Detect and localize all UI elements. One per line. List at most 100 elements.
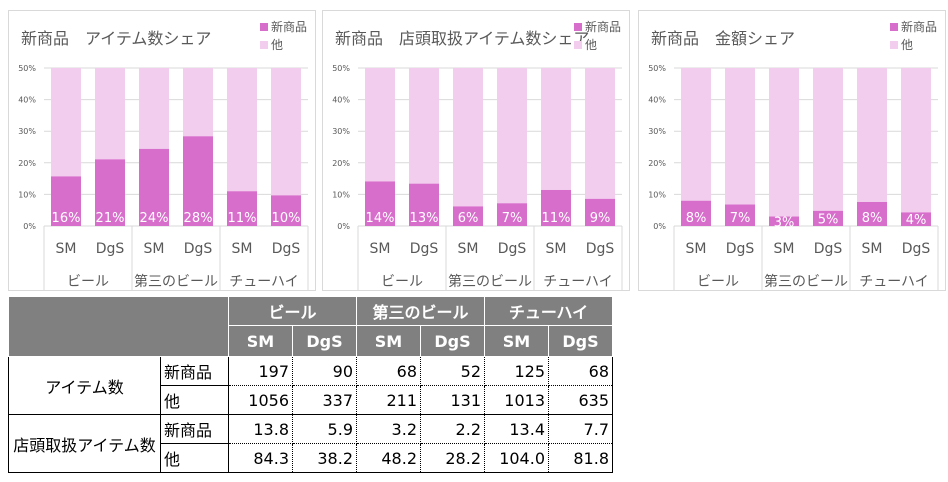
x-tick-label: SM — [144, 241, 165, 257]
sub-header: DgS — [292, 325, 357, 357]
y-tick-label: 50% — [332, 64, 350, 73]
bar-other — [585, 68, 615, 199]
row-label: 店頭取扱アイテム数 — [8, 414, 161, 473]
x-tick-label: DgS — [726, 241, 755, 257]
x-tick-label: SM — [546, 241, 567, 257]
bar-new — [51, 176, 81, 226]
data-label: 10% — [272, 211, 301, 226]
y-tick-label: 0% — [23, 222, 36, 231]
sub-header: SM — [228, 325, 293, 357]
y-tick-label: 30% — [332, 127, 350, 136]
row-sublabel: 他 — [160, 385, 229, 415]
y-tick-label: 50% — [18, 64, 36, 73]
group-label: チューハイ — [543, 274, 612, 290]
data-label: 24% — [140, 211, 169, 226]
bar-new — [725, 204, 755, 226]
x-tick-label: DgS — [902, 241, 931, 257]
legend-label: 新商品 — [584, 20, 621, 34]
x-tick-label: SM — [774, 241, 795, 257]
data-label: 28% — [184, 211, 213, 226]
legend: 新商品他 — [889, 18, 937, 54]
x-tick-label: DgS — [410, 241, 439, 257]
group-label: ビール — [67, 274, 109, 290]
table-cell: 3.2 — [356, 414, 421, 444]
row-sublabel: 新商品 — [160, 414, 229, 444]
group-label: チューハイ — [859, 274, 928, 290]
x-tick-label: SM — [56, 241, 77, 257]
table-row: 他 84.3 38.2 48.2 28.2 104.0 81.8 — [9, 443, 613, 473]
legend-item: 他 — [573, 36, 621, 54]
bar-new — [365, 181, 395, 226]
chart-plot: 0% 10% 20% 30% 40% 50% 8% SM 7% DgS 3% SM 5% DgS 8% SM 4… — [648, 64, 939, 290]
bar-other — [769, 68, 799, 217]
table-row: 店頭取扱アイテム数 新商品 13.8 5.9 3.2 2.2 13.4 7.7 — [8, 414, 613, 473]
table-cell: 131 — [420, 385, 485, 415]
group-label: ビール — [697, 274, 739, 290]
table-cell: 5.9 — [292, 414, 357, 444]
bar-other — [95, 68, 125, 160]
bar-other — [681, 68, 711, 201]
bar-other — [497, 68, 527, 204]
table-cell: 28.2 — [420, 443, 485, 473]
group-header: 第三のビール — [356, 296, 485, 326]
chart-shelf-item-share: 新商品 店頭取扱アイテム数シェア 新商品他 0% 10% 20% 30% 40% 50% 14%… — [322, 10, 630, 291]
table-cell: 125 — [484, 356, 549, 386]
x-tick-label: SM — [232, 241, 253, 257]
bar-new — [769, 216, 799, 226]
table-cell: 7.7 — [548, 414, 613, 444]
data-label: 5% — [818, 212, 839, 227]
legend-label: 他 — [900, 38, 913, 52]
y-tick-label: 40% — [332, 96, 350, 105]
bar-new — [453, 206, 483, 226]
bar-other — [183, 68, 213, 137]
table-corner — [8, 296, 229, 357]
x-tick-label: DgS — [586, 241, 615, 257]
data-label: 8% — [686, 211, 707, 226]
group-label: 第三のビール — [448, 273, 532, 290]
y-tick-label: 20% — [332, 159, 350, 168]
legend: 新商品他 — [573, 18, 621, 54]
row-sublabel: 他 — [160, 443, 229, 473]
row-sublabel: 新商品 — [160, 356, 229, 386]
legend-swatch — [573, 41, 582, 49]
y-tick-label: 20% — [648, 159, 666, 168]
table-cell: 635 — [548, 385, 613, 415]
data-table: ビール 第三のビール チューハイ SM DgS SM DgS SM DgS アイテム数 新商… — [8, 296, 613, 473]
chart-sales-share: 新商品 金額シェア 新商品他 0% 10% 20% 30% 40% 50% 8% SM 7% DgS 3… — [638, 10, 946, 291]
legend-label: 新商品 — [270, 20, 307, 34]
bar-other — [813, 68, 843, 211]
y-tick-label: 0% — [337, 222, 350, 231]
group-label: 第三のビール — [134, 273, 218, 290]
bar-new — [541, 189, 571, 226]
chart-title: 新商品 アイテム数シェア — [21, 29, 212, 48]
legend: 新商品他 — [259, 18, 307, 54]
row-label: アイテム数 — [8, 356, 161, 415]
y-tick-label: 40% — [18, 96, 36, 105]
group-label: ビール — [381, 274, 423, 290]
data-label: 8% — [862, 211, 883, 226]
x-tick-label: SM — [862, 241, 883, 257]
bar-new — [497, 203, 527, 226]
legend-item: 新商品 — [573, 18, 621, 36]
bar-new — [857, 201, 887, 226]
y-tick-label: 10% — [18, 190, 36, 199]
y-tick-label: 10% — [332, 190, 350, 199]
bar-other — [51, 68, 81, 177]
bar-other — [139, 68, 169, 149]
table-cell: 2.2 — [420, 414, 485, 444]
bar-other — [725, 68, 755, 205]
bar-new — [183, 136, 213, 226]
bar-other — [271, 68, 301, 196]
chart-plot: 0% 10% 20% 30% 40% 50% 14% SM 13% DgS 6% SM 7% DgS 11%… — [332, 64, 623, 290]
data-label: 13% — [410, 211, 439, 226]
bar-new — [585, 198, 615, 226]
table-cell: 337 — [292, 385, 357, 415]
bar-other — [409, 68, 439, 184]
sub-header: DgS — [548, 325, 613, 357]
legend-label: 他 — [270, 38, 283, 52]
bar-other — [227, 68, 257, 192]
bar-other — [541, 68, 571, 190]
table-cell: 197 — [228, 356, 293, 386]
bar-new — [813, 210, 843, 226]
y-tick-label: 40% — [648, 96, 666, 105]
